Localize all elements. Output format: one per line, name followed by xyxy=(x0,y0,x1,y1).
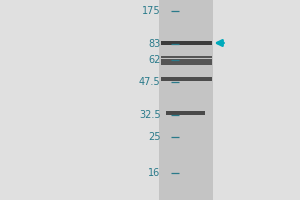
Bar xyxy=(159,0,213,200)
Bar xyxy=(160,59,211,62)
Bar xyxy=(160,41,211,45)
Text: 32.5: 32.5 xyxy=(139,110,160,120)
Text: 83: 83 xyxy=(148,39,160,49)
Text: 175: 175 xyxy=(142,6,161,16)
Text: 62: 62 xyxy=(148,55,160,65)
Bar xyxy=(160,77,211,81)
Bar xyxy=(160,56,211,58)
Text: 25: 25 xyxy=(148,132,161,142)
Text: 16: 16 xyxy=(148,168,160,178)
Text: 47.5: 47.5 xyxy=(139,77,160,87)
Bar xyxy=(167,111,206,115)
Bar xyxy=(160,62,211,65)
